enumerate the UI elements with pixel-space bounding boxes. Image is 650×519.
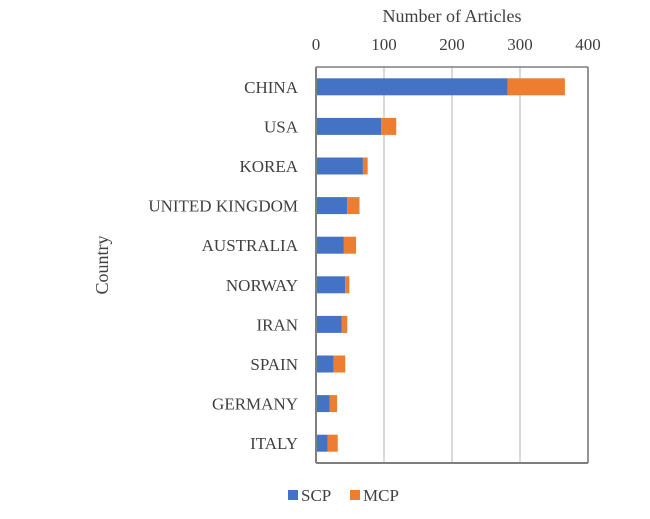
legend: SCP MCP bbox=[288, 486, 399, 505]
legend-swatch-mcp bbox=[350, 490, 360, 500]
bars bbox=[316, 78, 565, 452]
x-tick-label: 200 bbox=[439, 35, 465, 54]
legend-swatch-scp bbox=[288, 490, 298, 500]
y-tick-label: CHINA bbox=[244, 78, 299, 97]
y-tick-label: GERMANY bbox=[212, 395, 298, 414]
axes: 0 100 200 300 400 CHINA USA KOREA UNITED KINGDOM… bbox=[148, 35, 601, 464]
bar-mcp bbox=[362, 157, 368, 175]
bar-scp bbox=[316, 276, 346, 294]
y-axis-title: Country bbox=[92, 235, 112, 294]
y-tick-label: IRAN bbox=[256, 315, 298, 334]
legend-label-mcp: MCP bbox=[363, 486, 399, 505]
bar-mcp bbox=[333, 355, 346, 373]
x-axis-title: Number of Articles bbox=[383, 6, 522, 26]
bar-mcp bbox=[327, 434, 338, 452]
y-tick-label: ITALY bbox=[250, 434, 298, 453]
bar-scp bbox=[316, 78, 508, 96]
bar-scp bbox=[316, 315, 342, 333]
bar-scp bbox=[316, 197, 348, 215]
bar-scp bbox=[316, 355, 334, 373]
x-tick-label: 0 bbox=[312, 35, 321, 54]
x-tick-label: 300 bbox=[507, 35, 533, 54]
y-tick-label: NORWAY bbox=[226, 276, 298, 295]
bar-scp bbox=[316, 117, 382, 135]
bar-mcp bbox=[381, 117, 397, 135]
y-tick-label: USA bbox=[264, 117, 299, 136]
bar-scp bbox=[316, 236, 344, 254]
bar-mcp bbox=[347, 197, 360, 215]
y-tick-label: AUSTRALIA bbox=[202, 236, 299, 255]
bar-mcp bbox=[329, 395, 338, 413]
y-tick-label: SPAIN bbox=[250, 355, 298, 374]
bar-mcp bbox=[345, 276, 350, 294]
y-tick-label: KOREA bbox=[239, 157, 298, 176]
bar-mcp bbox=[341, 315, 348, 333]
legend-label-scp: SCP bbox=[301, 486, 331, 505]
bar-scp bbox=[316, 434, 328, 452]
bar-mcp bbox=[507, 78, 565, 96]
y-tick-label: UNITED KINGDOM bbox=[148, 197, 298, 216]
bar-mcp bbox=[343, 236, 357, 254]
bar-scp bbox=[316, 395, 330, 413]
x-tick-label: 400 bbox=[575, 35, 601, 54]
x-tick-label: 100 bbox=[371, 35, 397, 54]
bar-scp bbox=[316, 157, 363, 175]
